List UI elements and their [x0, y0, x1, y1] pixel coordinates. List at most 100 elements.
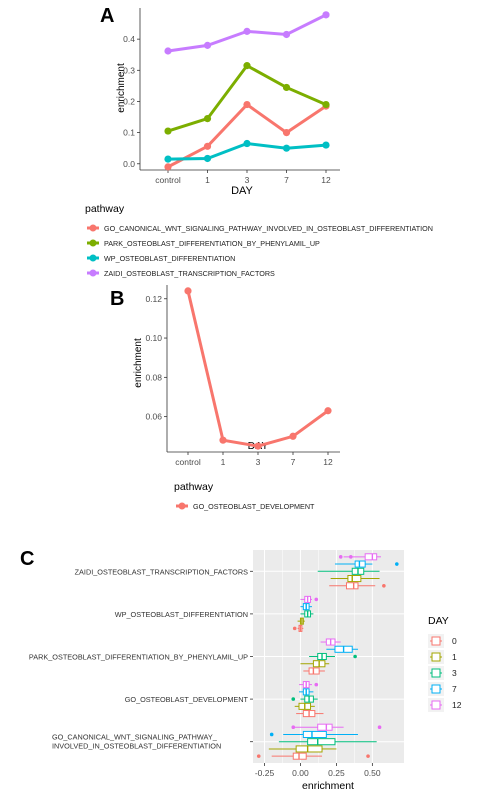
x-tick-label: 1: [205, 175, 210, 185]
box-outlier: [291, 725, 296, 730]
data-point: [243, 27, 251, 35]
data-point: [282, 30, 291, 39]
panel-a-x-label: DAY: [231, 185, 253, 197]
panel-a-legend-title: pathway: [85, 203, 125, 215]
x-tick-label: 7: [284, 175, 289, 185]
y-tick-label: 0.4: [123, 34, 135, 44]
legend-label: 1: [452, 652, 457, 662]
data-point: [322, 141, 330, 149]
data-point: [164, 163, 172, 171]
x-tick-label: 7: [291, 457, 296, 467]
box-iqr: [364, 553, 378, 561]
box-outlier: [256, 754, 261, 758]
panel-c-legend-title: DAY: [428, 615, 449, 627]
box-outlier: [338, 555, 343, 559]
data-point: [282, 129, 291, 137]
legend-key-box: [431, 684, 441, 694]
x-tick-label: 0.25: [328, 768, 345, 778]
box-outlier: [269, 732, 274, 737]
box-iqr: [302, 730, 327, 738]
box-outlier: [366, 754, 370, 758]
x-tick-label: 0.50: [364, 768, 381, 778]
category-label: WP_OSTEOBLAST_DIFFERENTIATION: [115, 610, 248, 619]
x-tick-label: 3: [256, 457, 261, 467]
y-tick-label: 0.12: [145, 294, 162, 304]
box-iqr: [308, 667, 320, 675]
panel-c-x-label: enrichment: [302, 780, 354, 791]
panel-b-legend-title: pathway: [174, 481, 214, 493]
box-outlier: [291, 697, 296, 701]
box-iqr: [307, 738, 336, 746]
legend-key-point: [89, 239, 97, 247]
x-tick-label: 12: [321, 175, 331, 185]
box-iqr: [295, 745, 323, 753]
data-point: [203, 114, 212, 123]
data-point: [164, 127, 172, 135]
category-label: ZAIDI_OSTEOBLAST_TRANSCRIPTION_FACTORS: [75, 567, 249, 576]
box-outlier: [353, 654, 357, 659]
category-label-line: INVOLVED_IN_OSTEOBLAST_DIFFERENTIATION: [52, 742, 221, 751]
legend-key-box: [431, 636, 441, 646]
y-tick-label: 0.10: [145, 333, 162, 343]
y-tick-label: 0.3: [123, 65, 135, 75]
panel-label-b: B: [110, 288, 124, 310]
box-outlier: [314, 597, 319, 602]
x-tick-label: 3: [245, 175, 250, 185]
legend-label: 7: [452, 684, 457, 694]
category-label: GO_CANONICAL_WNT_SIGNALING_PATHWAY_ INVOL…: [52, 733, 221, 751]
box-iqr: [345, 582, 359, 590]
panel-label-c: C: [20, 548, 34, 570]
data-point: [243, 62, 251, 70]
box-outlier: [348, 555, 353, 559]
box-outlier: [377, 725, 382, 730]
x-tick-label: 1: [221, 457, 226, 467]
box-outlier: [314, 682, 319, 687]
category-label: PARK_OSTEOBLAST_DIFFERENTIATION_BY_PHENY…: [29, 653, 248, 662]
legend-key-box: [431, 668, 441, 678]
data-point: [203, 154, 212, 163]
legend-label: GO_OSTEOBLAST_DEVELOPMENT: [193, 502, 315, 511]
legend-label: WP_OSTEOBLAST_DIFFERENTIATION: [104, 254, 235, 263]
data-point: [243, 100, 251, 109]
box-outlier: [395, 562, 399, 566]
legend-key-point: [89, 254, 97, 262]
data-point: [289, 432, 297, 440]
category-label-line: GO_CANONICAL_WNT_SIGNALING_PATHWAY_: [52, 733, 218, 742]
data-point: [282, 144, 291, 152]
x-tick-label: -0.25: [255, 768, 275, 778]
legend-label: 12: [452, 700, 462, 710]
legend-label: GO_CANONICAL_WNT_SIGNALING_PATHWAY_INVOL…: [104, 224, 433, 233]
legend-label: ZAIDI_OSTEOBLAST_TRANSCRIPTION_FACTORS: [104, 269, 275, 278]
box-iqr: [347, 575, 362, 583]
legend-key-point: [89, 224, 97, 232]
data-point: [322, 11, 330, 19]
data-point: [243, 139, 251, 148]
box-outlier: [382, 583, 386, 588]
data-point: [282, 83, 291, 92]
box-outlier: [292, 626, 297, 631]
series-line: [186, 290, 329, 448]
legend-label: 0: [452, 636, 457, 646]
legend-key-point: [178, 502, 186, 510]
x-tick-label: 0.00: [292, 768, 309, 778]
category-label: GO_OSTEOBLAST_DEVELOPMENT: [125, 695, 249, 704]
data-point: [324, 407, 332, 415]
data-point: [184, 287, 192, 295]
legend-key-point: [89, 269, 97, 277]
box-iqr: [317, 723, 333, 731]
panel-c-box-plot: ZAIDI_OSTEOBLAST_TRANSCRIPTION_FACTORS WP…: [29, 550, 462, 791]
data-point: [219, 436, 227, 444]
data-point: [322, 100, 330, 109]
legend-key-box: [431, 652, 441, 662]
y-tick-label: 0.06: [145, 412, 162, 422]
legend-label: PARK_OSTEOBLAST_DIFFERENTIATION_BY_PHENY…: [104, 239, 320, 248]
panel-a-y-label: enrichment: [116, 63, 127, 113]
data-point: [254, 442, 262, 450]
panel-b-y-label: enrichment: [133, 338, 144, 388]
y-tick-label: 0.1: [123, 128, 135, 138]
data-point: [203, 41, 212, 49]
x-tick-label: control: [175, 457, 201, 467]
data-point: [164, 155, 172, 163]
y-tick-label: 0.0: [123, 159, 135, 169]
